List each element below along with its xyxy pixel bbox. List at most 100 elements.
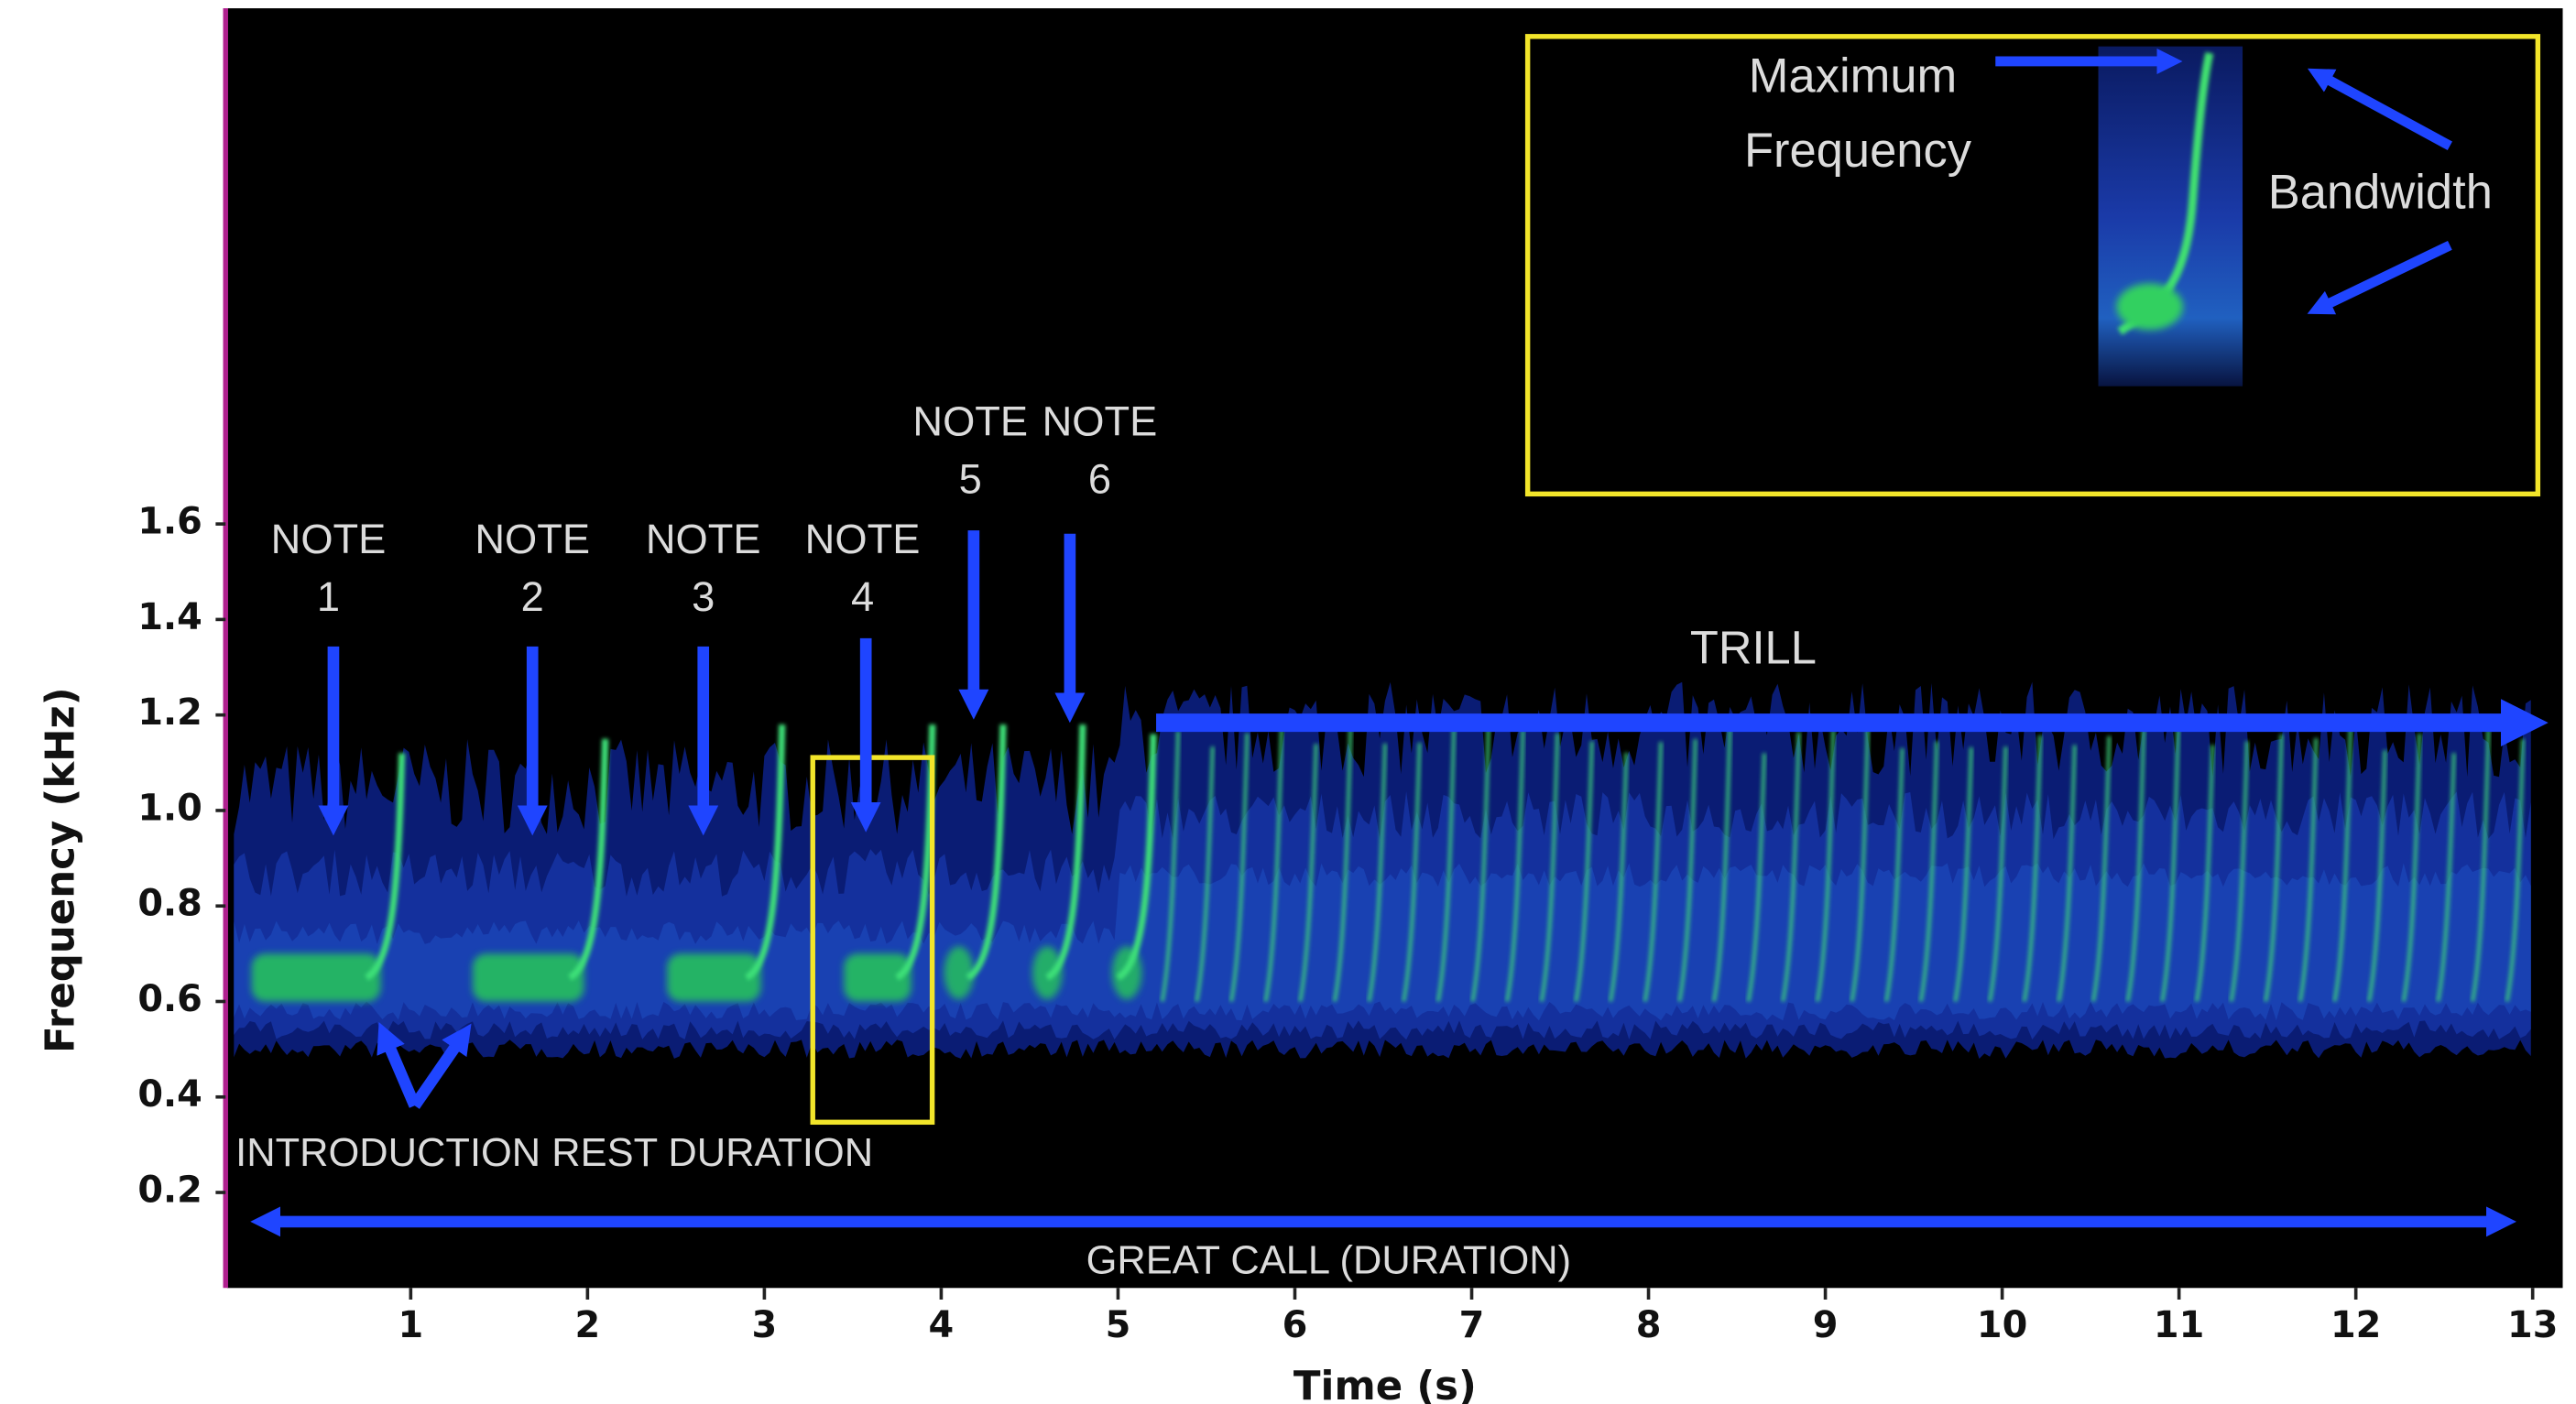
y-axis-title: Frequency (kHz)	[38, 687, 83, 1053]
x-tick-label: 8	[1636, 1304, 1662, 1346]
trill-note	[2505, 738, 2526, 1002]
trill-note	[1367, 743, 1388, 1002]
trill-note	[2264, 734, 2284, 1002]
trill-note	[1435, 725, 1457, 1002]
note-label: 2	[521, 573, 544, 620]
trill-note	[2367, 749, 2387, 1002]
trill-note	[2022, 735, 2043, 1002]
x-tick-label: 13	[2507, 1304, 2558, 1346]
y-tick-label: 1.2	[137, 691, 202, 734]
trill-note	[2470, 729, 2491, 1002]
trill-note	[1160, 731, 1181, 1002]
y-tick-label: 0.8	[137, 883, 202, 925]
x-tick-label: 11	[2154, 1304, 2204, 1346]
trill-note	[2090, 735, 2112, 1002]
trill-note	[2298, 738, 2319, 1002]
x-tick-label: 12	[2330, 1304, 2381, 1346]
note-body	[251, 953, 381, 1002]
x-tick-label: 1	[398, 1304, 423, 1346]
trill-note	[1332, 725, 1353, 1002]
trill-note	[2436, 753, 2456, 1002]
note-body	[667, 953, 761, 1002]
intro-rest-label: INTRODUCTION REST DURATION	[235, 1131, 873, 1175]
trill-note	[1263, 728, 1284, 1002]
note-sweep	[745, 724, 786, 981]
trill-note	[1539, 733, 1560, 1002]
note-sweep	[966, 724, 1007, 981]
x-tick-label: 2	[575, 1304, 601, 1346]
y-tick-label: 0.6	[137, 978, 202, 1020]
note-label: 4	[851, 573, 874, 620]
trill-note	[1746, 753, 1767, 1002]
note-label: 6	[1088, 456, 1111, 503]
note-label: NOTE	[805, 516, 921, 562]
x-tick-label: 6	[1283, 1304, 1308, 1346]
inset-label: Frequency	[1744, 124, 1972, 178]
trill-note	[1953, 746, 1973, 1002]
great-call-label: GREAT CALL (DURATION)	[1086, 1239, 1571, 1283]
trill-note	[2057, 745, 2077, 1002]
note-label: 3	[692, 573, 715, 620]
trill-note	[2229, 741, 2250, 1002]
trill-note	[1711, 726, 1732, 1002]
trill-note	[1298, 744, 1318, 1002]
x-tick-label: 9	[1813, 1304, 1839, 1346]
x-tick-label: 4	[929, 1304, 955, 1346]
inset-note-body	[2116, 283, 2183, 331]
trill-note	[1504, 729, 1525, 1002]
spectrogram	[234, 681, 2531, 1060]
bandwidth-arrow	[2307, 240, 2452, 315]
trill-note	[1987, 746, 2008, 1002]
trill-note	[1574, 741, 1594, 1002]
note-label: NOTE	[1042, 397, 1158, 444]
note-label: 5	[959, 456, 982, 503]
trill-note	[1608, 752, 1629, 1002]
trill-note	[1918, 741, 1939, 1002]
trill-label: TRILL	[1690, 622, 1817, 674]
inset-label: Maximum	[1749, 49, 1958, 103]
note-label: NOTE	[646, 516, 761, 562]
note-sweep	[1116, 734, 1157, 981]
inset-label: Bandwidth	[2268, 165, 2493, 219]
trill-note	[1195, 746, 1215, 1002]
trill-note	[1470, 727, 1491, 1002]
bandwidth-arrow	[2307, 68, 2452, 151]
trill-note	[1781, 732, 1801, 1002]
note-label: NOTE	[271, 516, 387, 562]
trill-note	[1884, 747, 1905, 1002]
trill-note	[1677, 738, 1697, 1002]
arrows	[250, 48, 2549, 1237]
y-tick-label: 0.2	[137, 1170, 202, 1212]
x-tick-label: 7	[1459, 1304, 1485, 1346]
y-tick-label: 1.4	[137, 596, 202, 638]
trill-note	[1228, 733, 1250, 1002]
intro-rest-arrow	[377, 1022, 420, 1108]
y-tick-label: 0.4	[137, 1073, 202, 1116]
trill-note	[2160, 728, 2180, 1002]
trill-note	[1850, 724, 1871, 1002]
note-body	[844, 953, 911, 1002]
trill-note	[1815, 730, 1836, 1002]
trill-note	[1643, 742, 1664, 1002]
trill-note	[2125, 729, 2146, 1002]
y-tick-label: 1.0	[137, 787, 202, 829]
note-body	[944, 946, 975, 1000]
trill-note	[2401, 733, 2422, 1002]
note-body	[472, 953, 584, 1002]
note-sweep	[568, 738, 609, 981]
x-axis-title: Time (s)	[1293, 1364, 1477, 1404]
trill-note	[2332, 727, 2353, 1002]
trill-note	[2194, 745, 2215, 1002]
intro-rest-arrow	[409, 1023, 472, 1109]
x-tick-label: 10	[1977, 1304, 2027, 1346]
note-sweep	[365, 753, 406, 981]
inset-spectrogram	[2098, 46, 2243, 386]
note-highlight-box	[810, 755, 935, 1126]
note-sweep	[1045, 724, 1086, 981]
inset-box	[1524, 34, 2541, 497]
x-tick-label: 5	[1106, 1304, 1131, 1346]
note-label: NOTE	[912, 397, 1028, 444]
note-label: NOTE	[475, 516, 590, 562]
